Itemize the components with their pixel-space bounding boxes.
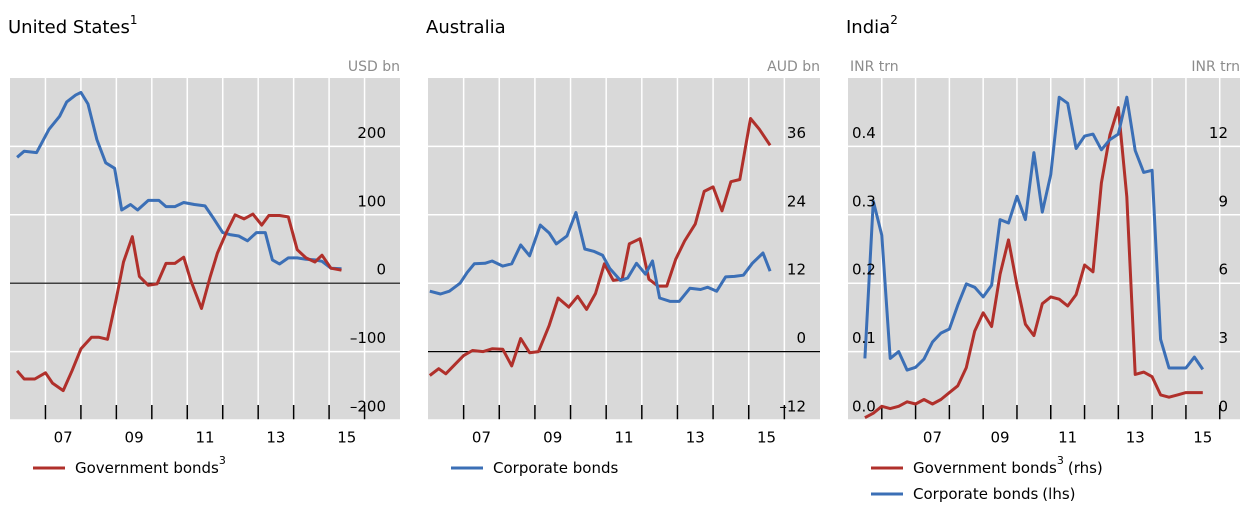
plot-area — [428, 78, 820, 420]
title-text: Australia — [426, 17, 506, 38]
y-tick-label: 0 — [376, 261, 386, 279]
y2-tick-label: 9 — [1218, 192, 1228, 210]
y2-unit: INR trn — [1191, 59, 1240, 75]
y-tick-label: –100 — [350, 329, 386, 347]
y-tick-label: 24 — [787, 192, 806, 210]
y-tick-label: –12 — [779, 398, 806, 416]
line-series — [863, 95, 1205, 372]
line-series — [429, 211, 772, 303]
x-tick-label: 13 — [686, 429, 705, 447]
y-tick-label: 12 — [787, 261, 806, 279]
x-tick-label: 09 — [543, 429, 562, 447]
x-tick-label: 11 — [1058, 429, 1077, 447]
plot-area — [10, 78, 400, 420]
x-tick-label: 13 — [1126, 429, 1145, 447]
legend-name: Government bonds — [913, 459, 1057, 477]
y2-tick-label: 12 — [1209, 124, 1228, 142]
x-tick-label: 15 — [337, 429, 356, 447]
title-text: India — [846, 17, 890, 38]
legend-note: 3 — [1057, 454, 1064, 467]
legend-label: Government bonds3 (rhs) — [913, 454, 1103, 477]
x-tick-label: 15 — [757, 429, 776, 447]
legend-label: Corporate bonds — [493, 459, 618, 477]
legend-label: Corporate bonds (lhs) — [913, 485, 1076, 503]
legend-axis-note: (rhs) — [1068, 459, 1103, 477]
y-tick-label: 0.1 — [852, 329, 876, 347]
y2-tick-label: 0 — [1218, 398, 1228, 416]
y-tick-label: 0.2 — [852, 261, 876, 279]
x-tick-label: 09 — [991, 429, 1010, 447]
panel-title: United States1 — [8, 13, 138, 39]
line-series — [428, 117, 772, 377]
plot-area — [848, 78, 1240, 420]
panel-title: India2 — [846, 13, 898, 39]
y-tick-label: 200 — [357, 124, 386, 142]
panel-title: Australia — [426, 17, 506, 38]
legend-name: Corporate bonds — [913, 485, 1038, 503]
x-tick-label: 11 — [195, 429, 214, 447]
legend-axis-note: (lhs) — [1042, 485, 1075, 503]
y-tick-label: 0.3 — [852, 192, 876, 210]
y-tick-label: 0.4 — [852, 124, 876, 142]
line-series — [15, 212, 342, 393]
x-tick-label: 15 — [1193, 429, 1212, 447]
title-note: 2 — [890, 13, 898, 27]
title-note: 1 — [130, 13, 138, 27]
y-unit: INR trn — [850, 59, 899, 75]
legend-label: Government bonds3 — [75, 454, 226, 477]
y-tick-label: 0.0 — [852, 398, 876, 416]
legend-note: 3 — [219, 454, 226, 467]
x-tick-label: 09 — [125, 429, 144, 447]
x-tick-label: 07 — [54, 429, 73, 447]
title-text: United States — [8, 17, 130, 38]
y2-tick-label: 3 — [1218, 329, 1228, 347]
line-series — [16, 90, 342, 271]
y-unit: USD bn — [348, 59, 400, 75]
y-unit: AUD bn — [767, 59, 820, 75]
x-tick-label: 13 — [266, 429, 285, 447]
legend-name: Government bonds — [75, 459, 219, 477]
x-tick-label: 07 — [923, 429, 942, 447]
y-tick-label: 100 — [357, 192, 386, 210]
x-tick-label: 11 — [614, 429, 633, 447]
y-tick-label: –200 — [350, 398, 386, 416]
legend-name: Corporate bonds — [493, 459, 618, 477]
y2-tick-label: 6 — [1218, 261, 1228, 279]
y-tick-label: 36 — [787, 124, 806, 142]
x-tick-label: 07 — [472, 429, 491, 447]
y-tick-label: 0 — [796, 329, 806, 347]
line-series — [864, 106, 1203, 420]
